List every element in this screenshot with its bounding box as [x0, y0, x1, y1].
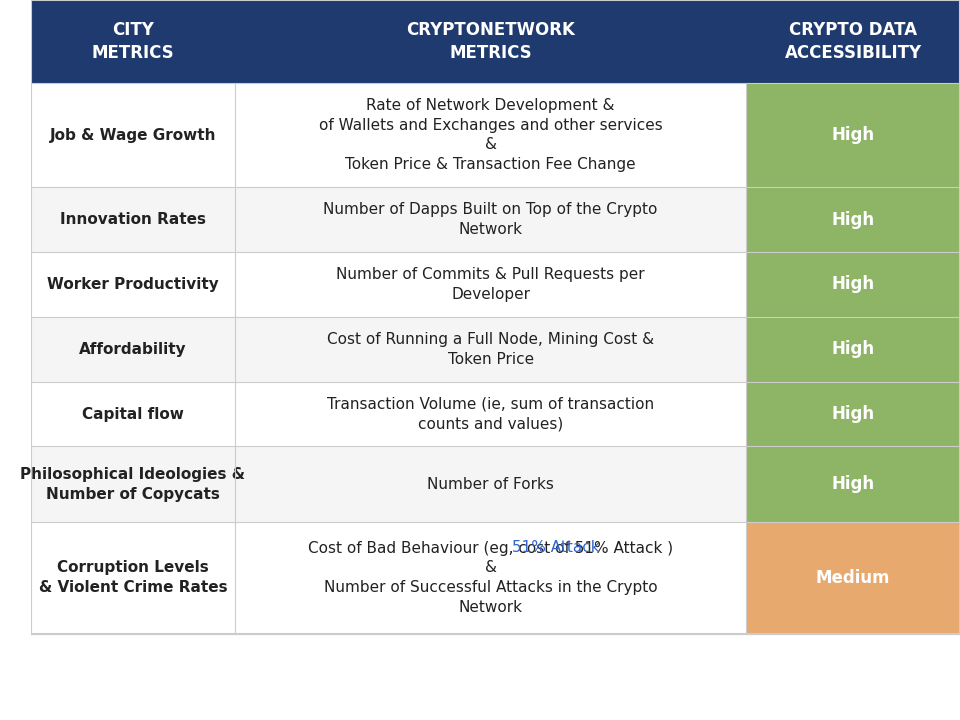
Text: High: High: [831, 405, 875, 423]
FancyBboxPatch shape: [31, 0, 235, 83]
FancyBboxPatch shape: [31, 317, 235, 382]
FancyBboxPatch shape: [746, 187, 960, 252]
Text: Number of Commits & Pull Requests per
Developer: Number of Commits & Pull Requests per De…: [336, 267, 645, 302]
FancyBboxPatch shape: [235, 187, 746, 252]
Text: High: High: [831, 276, 875, 294]
FancyBboxPatch shape: [235, 522, 746, 634]
Text: Rate of Network Development &
of Wallets and Exchanges and other services
&
Toke: Rate of Network Development & of Wallets…: [319, 98, 662, 172]
Text: High: High: [831, 126, 875, 144]
Text: Worker Productivity: Worker Productivity: [47, 277, 219, 292]
FancyBboxPatch shape: [31, 83, 235, 187]
Text: High: High: [831, 340, 875, 358]
Text: CITY
METRICS: CITY METRICS: [91, 21, 174, 62]
Text: High: High: [831, 475, 875, 493]
FancyBboxPatch shape: [31, 382, 235, 446]
Text: 51% Attack: 51% Attack: [512, 540, 600, 555]
FancyBboxPatch shape: [31, 252, 235, 317]
FancyBboxPatch shape: [235, 252, 746, 317]
FancyBboxPatch shape: [746, 382, 960, 446]
FancyBboxPatch shape: [746, 252, 960, 317]
FancyBboxPatch shape: [746, 446, 960, 522]
Text: Innovation Rates: Innovation Rates: [60, 212, 205, 227]
Text: Number of Dapps Built on Top of the Crypto
Network: Number of Dapps Built on Top of the Cryp…: [324, 202, 658, 237]
FancyBboxPatch shape: [31, 187, 235, 252]
Text: Cost of Running a Full Node, Mining Cost &
Token Price: Cost of Running a Full Node, Mining Cost…: [327, 332, 655, 366]
Text: Cost of Bad Behaviour (eg, cost of 51% Attack )
&
Number of Successful Attacks i: Cost of Bad Behaviour (eg, cost of 51% A…: [308, 541, 673, 615]
FancyBboxPatch shape: [235, 382, 746, 446]
FancyBboxPatch shape: [235, 0, 746, 83]
Text: CRYPTONETWORK
METRICS: CRYPTONETWORK METRICS: [406, 21, 575, 62]
FancyBboxPatch shape: [235, 83, 746, 187]
Text: Transaction Volume (ie, sum of transaction
counts and values): Transaction Volume (ie, sum of transacti…: [327, 397, 655, 431]
Text: Job & Wage Growth: Job & Wage Growth: [50, 127, 216, 143]
Text: Capital flow: Capital flow: [82, 407, 183, 421]
FancyBboxPatch shape: [746, 0, 960, 83]
FancyBboxPatch shape: [746, 83, 960, 187]
FancyBboxPatch shape: [31, 522, 235, 634]
FancyBboxPatch shape: [235, 446, 746, 522]
Text: Medium: Medium: [816, 569, 890, 587]
Text: High: High: [831, 210, 875, 229]
Text: Number of Forks: Number of Forks: [427, 477, 554, 492]
Text: Philosophical Ideologies &
Number of Copycats: Philosophical Ideologies & Number of Cop…: [20, 467, 246, 502]
FancyBboxPatch shape: [235, 317, 746, 382]
FancyBboxPatch shape: [746, 522, 960, 634]
Text: Corruption Levels
& Violent Crime Rates: Corruption Levels & Violent Crime Rates: [38, 560, 228, 595]
Text: Affordability: Affordability: [79, 342, 186, 356]
FancyBboxPatch shape: [31, 446, 235, 522]
Text: CRYPTO DATA
ACCESSIBILITY: CRYPTO DATA ACCESSIBILITY: [784, 21, 922, 62]
FancyBboxPatch shape: [746, 317, 960, 382]
